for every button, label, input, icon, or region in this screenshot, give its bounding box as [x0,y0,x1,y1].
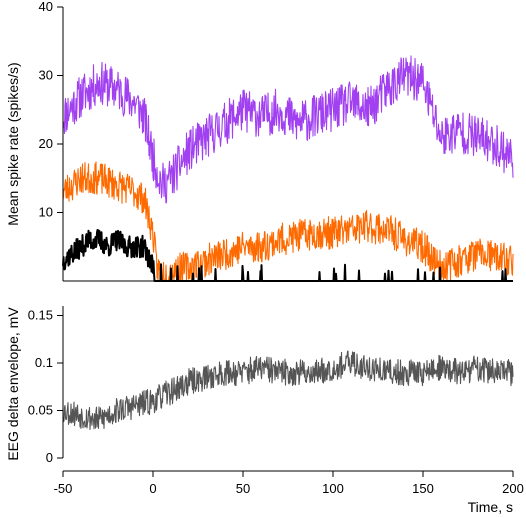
eeg-panel: 0 0.05 0.1 0.15 -50 0 50 100 150 200 EEG delta e… [5,306,524,515]
trace-1 [62,55,514,204]
y-tick-label: 20 [39,136,53,151]
y-tick-label: 10 [39,205,53,220]
y-tick-label: 0.1 [35,355,53,370]
y-tick-label: 0 [46,450,53,465]
y-tick-label: 0.05 [28,403,53,418]
y-tick-label: 40 [39,0,53,14]
trace-2 [62,161,514,282]
x-tick-label: 0 [149,481,156,496]
x-tick-label: -50 [54,481,73,496]
time-x-ticks: -50 0 50 100 150 200 [54,471,524,496]
x-tick-label: 50 [236,481,250,496]
y-tick-label: 30 [39,68,53,83]
x-tick-label: 100 [322,481,344,496]
spike-rate-y-ticks: 10 20 30 40 [39,0,63,220]
eeg-traces [62,350,514,431]
spike-rate-y-label: Mean spike rate (spikes/s) [5,62,21,225]
spike-rate-panel: 10 20 30 40 Mean spike rate (spikes/s) [5,0,514,282]
trace-1 [62,350,514,431]
eeg-y-label: EEG delta envelope, mV [5,307,21,461]
x-tick-label: 200 [502,481,524,496]
x-tick-label: 150 [412,481,434,496]
eeg-y-ticks: 0 0.05 0.1 0.15 [28,308,63,465]
time-x-label: Time, s [468,499,513,515]
y-tick-label: 0.15 [28,308,53,323]
spike-rate-traces [62,55,514,282]
